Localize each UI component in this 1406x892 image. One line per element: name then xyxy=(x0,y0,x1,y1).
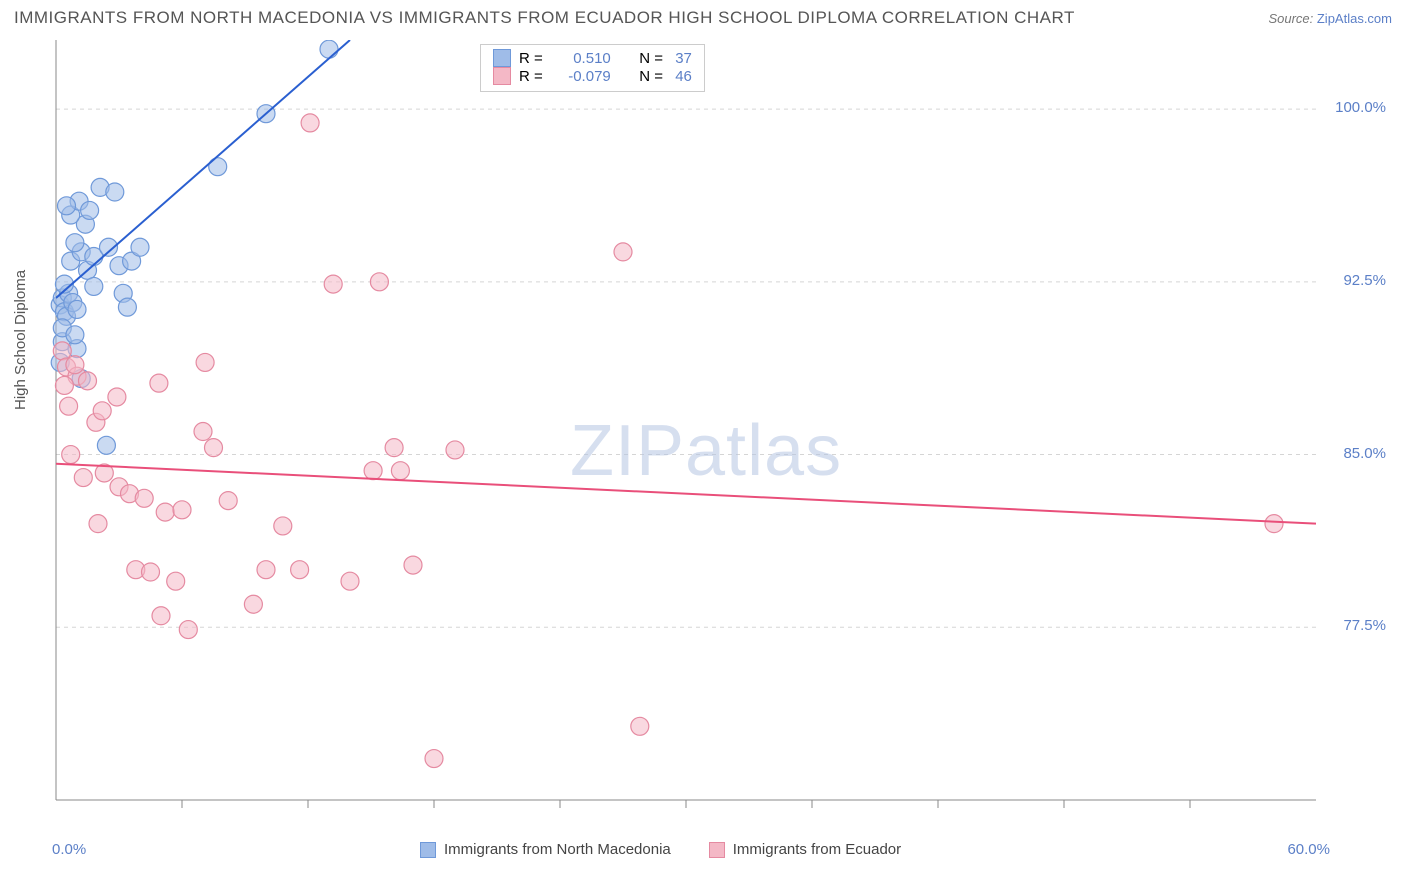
y-tick-label: 77.5% xyxy=(1343,617,1386,634)
n-label: N = xyxy=(639,68,663,85)
swatch-icon xyxy=(493,49,511,67)
x-tick-label: 60.0% xyxy=(1287,841,1330,858)
y-axis-label: High School Diploma xyxy=(12,270,29,410)
stats-row-series-1: R = -0.079 N = 46 xyxy=(493,67,692,85)
stats-legend: R = 0.510 N = 37 R = -0.079 N = 46 xyxy=(480,44,705,92)
y-tick-label: 85.0% xyxy=(1343,445,1386,462)
source-link[interactable]: ZipAtlas.com xyxy=(1317,11,1392,26)
scatter-chart xyxy=(50,40,1390,830)
y-tick-label: 92.5% xyxy=(1343,272,1386,289)
legend-label: Immigrants from North Macedonia xyxy=(444,841,671,858)
chart-title: IMMIGRANTS FROM NORTH MACEDONIA VS IMMIG… xyxy=(14,8,1075,28)
swatch-icon xyxy=(709,842,725,858)
n-value: 37 xyxy=(671,50,692,67)
series-legend: Immigrants from North Macedonia Immigran… xyxy=(420,841,901,858)
source-prefix: Source: xyxy=(1268,11,1316,26)
legend-item-series-0: Immigrants from North Macedonia xyxy=(420,841,671,858)
stats-row-series-0: R = 0.510 N = 37 xyxy=(493,49,692,67)
legend-label: Immigrants from Ecuador xyxy=(733,841,901,858)
swatch-icon xyxy=(420,842,436,858)
legend-item-series-1: Immigrants from Ecuador xyxy=(709,841,901,858)
r-value: -0.079 xyxy=(551,68,611,85)
r-label: R = xyxy=(519,68,543,85)
r-value: 0.510 xyxy=(551,50,611,67)
x-tick-label: 0.0% xyxy=(52,841,86,858)
source-label: Source: ZipAtlas.com xyxy=(1268,11,1392,26)
r-label: R = xyxy=(519,50,543,67)
n-value: 46 xyxy=(671,68,692,85)
y-tick-label: 100.0% xyxy=(1335,99,1386,116)
swatch-icon xyxy=(493,67,511,85)
chart-area: High School Diploma ZIPatlas R = 0.510 N… xyxy=(50,40,1390,830)
n-label: N = xyxy=(639,50,663,67)
